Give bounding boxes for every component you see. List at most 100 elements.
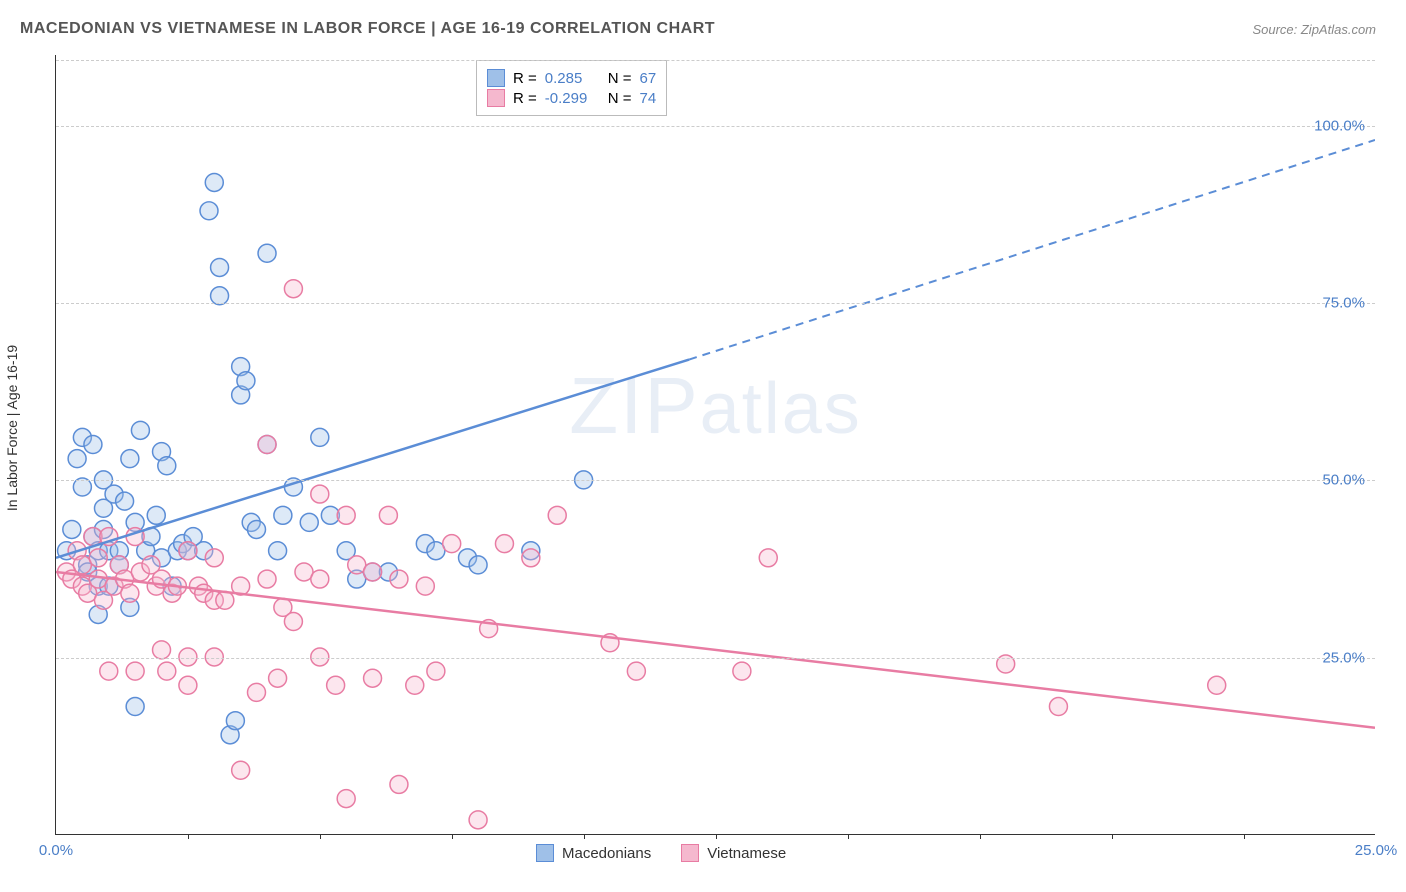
scatter-point [147,506,165,524]
scatter-point [179,542,197,560]
watermark: ZIPatlas [569,360,862,452]
scatter-point [216,591,234,609]
gridline [56,658,1375,659]
x-tick-label: 0.0% [39,842,73,859]
scatter-point [195,584,213,602]
scatter-point [337,506,355,524]
scatter-point [126,698,144,716]
scatter-point [311,570,329,588]
scatter-point [406,676,424,694]
scatter-point [601,634,619,652]
scatter-point [89,549,107,567]
source-label: Source: ZipAtlas.com [1252,22,1376,37]
scatter-point [269,669,287,687]
scatter-point [274,506,292,524]
scatter-point [100,528,118,546]
scatter-point [58,542,76,560]
n-label: N = [608,90,632,107]
x-tick [188,834,189,839]
scatter-point [284,280,302,298]
scatter-point [89,605,107,623]
scatter-point [495,535,513,553]
scatter-point [126,528,144,546]
n-label: N = [608,70,632,87]
scatter-point [89,542,107,560]
scatter-point [232,761,250,779]
legend-swatch [487,69,505,87]
scatter-point [379,506,397,524]
scatter-point [379,563,397,581]
scatter-point [311,485,329,503]
scatter-point [179,676,197,694]
scatter-point [1049,698,1067,716]
scatter-point [73,556,91,574]
scatter-point [158,457,176,475]
y-tick-label: 100.0% [1314,117,1365,134]
scatter-point [131,563,149,581]
scatter-point [364,669,382,687]
scatter-point [105,577,123,595]
x-tick [320,834,321,839]
y-axis-label: In Labor Force | Age 16-19 [4,345,20,511]
legend-item: Macedonians [536,844,651,862]
scatter-point [200,202,218,220]
r-label: R = [513,70,537,87]
gridline [56,303,1375,304]
scatter-point [469,811,487,829]
scatter-point [211,258,229,276]
scatter-point [205,549,223,567]
scatter-point [100,662,118,680]
scatter-point [274,598,292,616]
scatter-point [126,662,144,680]
scatter-point [79,584,97,602]
scatter-point [168,542,186,560]
scatter-point [759,549,777,567]
x-tick-label: 25.0% [1355,842,1398,859]
scatter-point [63,520,81,538]
scatter-point [237,372,255,390]
scatter-point [84,528,102,546]
scatter-point [73,428,91,446]
scatter-point [627,662,645,680]
scatter-point [337,542,355,560]
scatter-point [416,535,434,553]
legend-swatch [536,844,554,862]
scatter-point [469,556,487,574]
trend-line-extrapolated [689,140,1375,360]
legend-row: R =-0.299N =74 [487,89,656,107]
scatter-point [242,513,260,531]
x-tick [1244,834,1245,839]
scatter-point [258,244,276,262]
scatter-point [110,542,128,560]
scatter-point [158,662,176,680]
scatter-point [205,591,223,609]
scatter-point [137,542,155,560]
scatter-point [269,542,287,560]
legend-label: Macedonians [562,845,651,862]
scatter-point [232,577,250,595]
scatter-point [153,443,171,461]
scatter-point [68,542,86,560]
scatter-point [163,584,181,602]
scatter-point [105,485,123,503]
scatter-point [733,662,751,680]
scatter-point [189,577,207,595]
scatter-point [84,528,102,546]
scatter-point [79,556,97,574]
scatter-point [142,528,160,546]
scatter-point [195,542,213,560]
scatter-point [100,542,118,560]
scatter-point [522,549,540,567]
scatter-point [337,790,355,808]
y-tick-label: 50.0% [1322,472,1365,489]
scatter-point [247,520,265,538]
scatter-point [247,683,265,701]
scatter-point [459,549,477,567]
gridline [56,480,1375,481]
scatter-point [121,598,139,616]
n-value: 74 [640,90,657,107]
gridline [56,60,1375,61]
r-value: 0.285 [545,70,600,87]
scatter-point [153,549,171,567]
scatter-point [73,577,91,595]
